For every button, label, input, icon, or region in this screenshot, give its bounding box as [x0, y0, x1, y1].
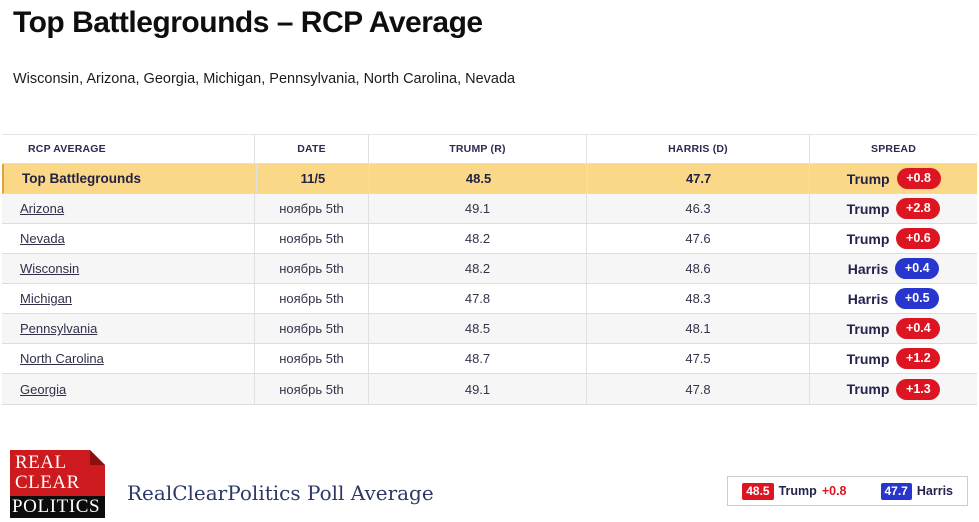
footer-caption: RealClearPolitics Poll Average [127, 481, 434, 505]
header-date: DATE [255, 135, 369, 163]
header-rcp-average: RCP AVERAGE [2, 135, 255, 163]
date-cell: ноябрь 5th [255, 314, 369, 343]
trump-value: 47.8 [369, 284, 587, 313]
table-body: Top Battlegrounds 11/5 48.5 47.7 Trump +… [2, 164, 977, 404]
trump-value: 49.1 [369, 194, 587, 223]
states-subtitle: Wisconsin, Arizona, Georgia, Michigan, P… [13, 71, 516, 87]
spread-badge: +0.5 [895, 288, 940, 309]
trump-value: 48.2 [369, 224, 587, 253]
spread-leader-label: Trump [846, 320, 890, 337]
spread-badge: +0.4 [895, 258, 940, 279]
trump-value: 49.1 [369, 374, 587, 404]
date-cell: ноябрь 5th [255, 344, 369, 373]
spread-leader-label: Trump [846, 230, 890, 247]
table-row-pennsylvania: Pennsylvania ноябрь 5th 48.5 48.1 Trump … [2, 314, 977, 344]
spread-badge: +2.8 [896, 198, 941, 219]
state-link-arizona[interactable]: Arizona [20, 201, 65, 216]
table-row-georgia: Georgia ноябрь 5th 49.1 47.8 Trump +1.3 [2, 374, 977, 404]
state-link-pennsylvania[interactable]: Pennsylvania [20, 321, 98, 336]
legend-trump-label: Trump [778, 484, 817, 498]
spread-leader-label: Harris [847, 290, 889, 307]
date-cell: ноябрь 5th [255, 374, 369, 404]
rcp-logo-red-block: REAL CLEAR [10, 450, 105, 496]
harris-value: 48.6 [587, 254, 810, 283]
harris-value: 48.1 [587, 314, 810, 343]
logo-line-politics: POLITICS [10, 496, 105, 518]
poll-average-table: RCP AVERAGE DATE TRUMP (R) HARRIS (D) SP… [2, 134, 977, 405]
trump-value: 48.7 [369, 344, 587, 373]
table-row-top-battlegrounds: Top Battlegrounds 11/5 48.5 47.7 Trump +… [2, 164, 977, 194]
legend-harris-value-badge: 47.7 [880, 482, 912, 500]
legend-box: 48.5 Trump +0.8 47.7 Harris [727, 476, 968, 506]
table-row-arizona: Arizona ноябрь 5th 49.1 46.3 Trump +2.8 [2, 194, 977, 224]
table-row-north-carolina: North Carolina ноябрь 5th 48.7 47.5 Trum… [2, 344, 977, 374]
logo-line-real: REAL [15, 452, 67, 473]
spread-badge: +1.3 [896, 378, 941, 400]
harris-value: 47.6 [587, 224, 810, 253]
state-link-north-carolina[interactable]: North Carolina [20, 351, 104, 366]
row-label: Top Battlegrounds [22, 171, 141, 186]
spread-cell: Trump +0.4 [810, 314, 977, 343]
table-row-michigan: Michigan ноябрь 5th 47.8 48.3 Harris +0.… [2, 284, 977, 314]
state-link-wisconsin[interactable]: Wisconsin [20, 261, 80, 276]
state-link-georgia[interactable]: Georgia [20, 381, 67, 397]
state-link-michigan[interactable]: Michigan [20, 291, 73, 306]
table-header-row: RCP AVERAGE DATE TRUMP (R) HARRIS (D) SP… [2, 135, 977, 164]
page-title: Top Battlegrounds – RCP Average [13, 6, 483, 39]
legend-harris: 47.7 Harris [880, 482, 953, 500]
date-cell: 11/5 [257, 164, 371, 193]
date-cell: ноябрь 5th [255, 284, 369, 313]
header-spread: SPREAD [871, 143, 916, 155]
legend-trump-spread: +0.8 [821, 484, 847, 498]
spread-cell: Harris +0.5 [810, 284, 977, 313]
spread-cell: Trump +0.6 [810, 224, 977, 253]
harris-value: 47.8 [587, 374, 810, 404]
spread-leader-label: Trump [846, 170, 890, 187]
spread-leader-label: Harris [847, 260, 889, 277]
legend-trump-value-badge: 48.5 [742, 482, 774, 500]
rcp-logo: REAL CLEAR POLITICS [10, 450, 105, 518]
spread-leader-label: Trump [846, 381, 890, 397]
date-cell: ноябрь 5th [255, 254, 369, 283]
spread-badge: +0.6 [896, 228, 941, 249]
table-row-wisconsin: Wisconsin ноябрь 5th 48.2 48.6 Harris +0… [2, 254, 977, 284]
spread-cell: Trump +2.8 [810, 194, 977, 223]
harris-value: 47.7 [588, 164, 811, 193]
trump-value: 48.5 [370, 164, 588, 193]
spread-cell: Trump +1.3 [810, 374, 977, 404]
legend-trump: 48.5 Trump +0.8 [742, 482, 847, 500]
header-harris: HARRIS (D) [587, 135, 810, 163]
spread-leader-label: Trump [846, 350, 890, 367]
table-row-nevada: Nevada ноябрь 5th 48.2 47.6 Trump +0.6 [2, 224, 977, 254]
spread-badge: +0.8 [896, 168, 941, 189]
date-cell: ноябрь 5th [255, 194, 369, 223]
state-link-nevada[interactable]: Nevada [20, 231, 65, 246]
spread-badge: +0.4 [896, 318, 941, 339]
trump-value: 48.5 [369, 314, 587, 343]
spread-badge: +1.2 [896, 348, 941, 369]
logo-line-clear: CLEAR [15, 472, 80, 493]
spread-cell: Harris +0.4 [810, 254, 977, 283]
logo-fold-corner [90, 450, 105, 465]
harris-value: 47.5 [587, 344, 810, 373]
spread-cell: Trump +1.2 [810, 344, 977, 373]
trump-value: 48.2 [369, 254, 587, 283]
header-trump: TRUMP (R) [369, 135, 587, 163]
date-cell: ноябрь 5th [255, 224, 369, 253]
spread-cell: Trump +0.8 [810, 164, 977, 193]
harris-value: 46.3 [587, 194, 810, 223]
legend-harris-label: Harris [916, 484, 953, 498]
harris-value: 48.3 [587, 284, 810, 313]
spread-leader-label: Trump [846, 200, 890, 217]
